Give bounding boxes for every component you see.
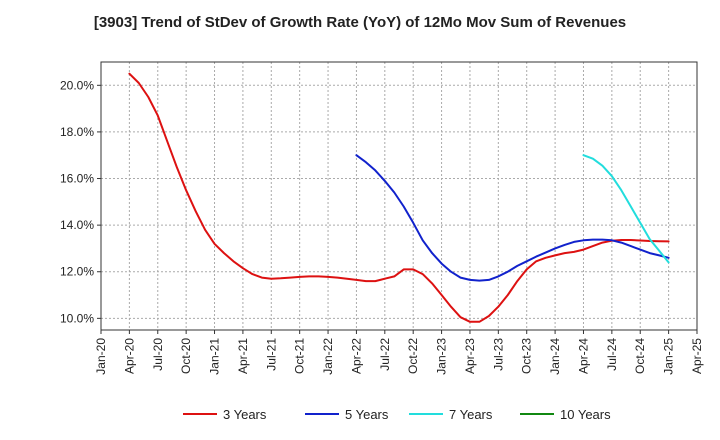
- series-lines: [128, 72, 670, 323]
- y-tick-label: 16.0%: [60, 172, 94, 186]
- y-tick-label: 20.0%: [60, 78, 94, 92]
- x-tick-label: Jan-21: [208, 338, 222, 375]
- x-tick-label: Apr-24: [576, 338, 590, 374]
- x-tick-label: Jul-23: [491, 338, 505, 371]
- x-tick-label: Oct-23: [520, 338, 534, 374]
- x-tick-label: Jan-23: [435, 338, 449, 375]
- x-tick-label: Jan-22: [321, 338, 335, 375]
- x-tick-label: Apr-21: [236, 338, 250, 374]
- y-tick-label: 12.0%: [60, 265, 94, 279]
- x-tick-label: Jul-24: [605, 338, 619, 371]
- legend-label-3-years: 3 Years: [223, 407, 267, 422]
- series-line-3-years: [128, 72, 670, 323]
- x-tick-label: Jul-21: [264, 338, 278, 371]
- y-tick-label: 18.0%: [60, 125, 94, 139]
- x-tick-label: Jan-24: [548, 338, 562, 375]
- y-tick-label: 10.0%: [60, 311, 94, 325]
- x-tick-label: Apr-20: [122, 338, 136, 374]
- x-tick-label: Jul-22: [378, 338, 392, 371]
- x-tick-label: Jan-25: [662, 338, 676, 375]
- x-tick-label: Oct-20: [179, 338, 193, 374]
- legend-label-7-years: 7 Years: [449, 407, 493, 422]
- x-tick-label: Oct-21: [293, 338, 307, 374]
- x-tick-label: Apr-23: [463, 338, 477, 374]
- y-axis: 10.0% 12.0% 14.0% 16.0% 18.0% 20.0%: [60, 78, 101, 325]
- series-line-5-years: [355, 154, 670, 282]
- plot-area-frame: [100, 61, 698, 331]
- grid: [100, 62, 698, 330]
- x-tick-label: Oct-24: [633, 338, 647, 374]
- x-axis: Jan-20 Apr-20 Jul-20 Oct-20 Jan-21 Apr-21 Jul-…: [94, 330, 704, 375]
- x-tick-label: Oct-22: [406, 338, 420, 374]
- x-tick-label: Jul-20: [151, 338, 165, 371]
- x-tick-label: Jan-20: [94, 338, 108, 375]
- x-tick-label: Apr-25: [690, 338, 704, 374]
- series-line-7-years: [582, 154, 670, 264]
- y-tick-label: 14.0%: [60, 218, 94, 232]
- legend-label-10-years: 10 Years: [560, 407, 611, 422]
- x-tick-label: Apr-22: [349, 338, 363, 374]
- legend-label-5-years: 5 Years: [345, 407, 389, 422]
- legend: 3 Years 5 Years 7 Years 10 Years: [183, 407, 611, 422]
- chart-title: [3903] Trend of StDev of Growth Rate (Yo…: [93, 14, 627, 31]
